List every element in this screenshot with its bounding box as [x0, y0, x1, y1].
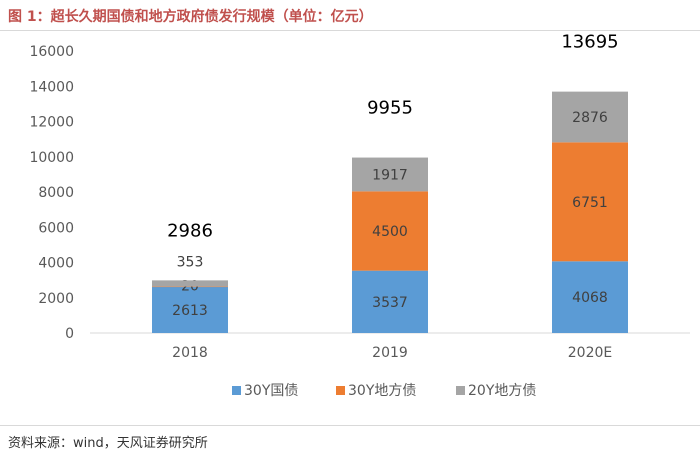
x-tick-label: 2018 — [172, 345, 208, 361]
y-tick-label: 2000 — [38, 291, 74, 307]
bar-segment — [552, 142, 628, 262]
total-label: 13695 — [561, 32, 618, 53]
bar-segment — [352, 191, 428, 271]
legend-swatch — [456, 386, 465, 395]
bar-segment — [552, 91, 628, 143]
legend-label: 30Y地方债 — [348, 383, 416, 399]
legend-label: 30Y国债 — [244, 383, 298, 399]
x-tick-label: 2020E — [568, 345, 612, 361]
bar-segment — [152, 286, 228, 333]
data-label: 2876 — [572, 110, 608, 126]
footer-divider — [0, 425, 700, 426]
y-tick-label: 16000 — [29, 44, 74, 60]
data-label: 3537 — [372, 295, 408, 311]
legend-label: 20Y地方债 — [468, 383, 536, 399]
legend-swatch — [232, 386, 241, 395]
data-label: 2613 — [172, 303, 208, 319]
y-tick-label: 0 — [65, 326, 74, 342]
x-tick-label: 2019 — [372, 345, 408, 361]
y-tick-label: 8000 — [38, 185, 74, 201]
data-label: 1917 — [372, 167, 408, 183]
data-label: 6751 — [572, 195, 608, 211]
data-label: 4068 — [572, 290, 608, 306]
bar-segment — [552, 261, 628, 333]
y-tick-label: 14000 — [29, 79, 74, 95]
legend-swatch — [336, 386, 345, 395]
y-tick-label: 6000 — [38, 220, 74, 236]
data-label: 4500 — [372, 224, 408, 240]
y-tick-label: 10000 — [29, 150, 74, 166]
y-tick-label: 4000 — [38, 256, 74, 272]
total-label: 9955 — [367, 98, 413, 119]
title-divider — [0, 30, 700, 31]
total-label: 2986 — [167, 220, 213, 241]
bar-segment — [352, 157, 428, 192]
y-tick-label: 12000 — [29, 115, 74, 131]
chart-title: 图 1：超长久期国债和地方政府债发行规模（单位：亿元） — [8, 9, 373, 25]
bar-segment — [152, 280, 228, 287]
bar-segment — [152, 286, 228, 288]
data-label: 353 — [177, 254, 204, 270]
bar-segment — [352, 270, 428, 333]
source-note: 资料来源：wind，天风证券研究所 — [8, 436, 208, 451]
stacked-bar-chart: 0 2000 4000 6000 8000 10000 12000 14000 16000 261… — [29, 32, 690, 399]
